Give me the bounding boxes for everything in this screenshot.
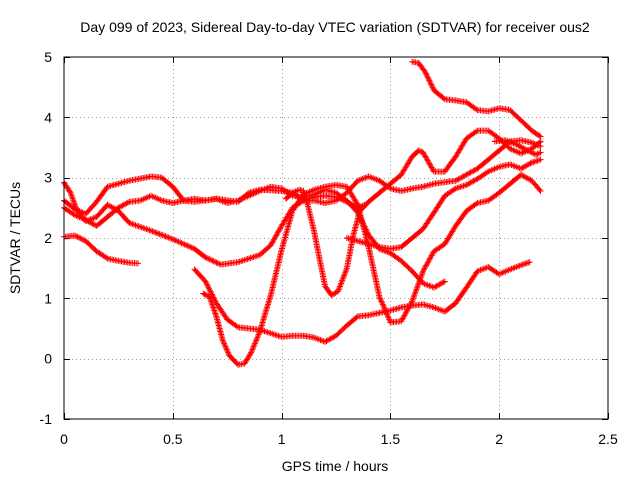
series-markers	[61, 173, 368, 217]
y-tick-label: 2	[44, 230, 52, 246]
chart-title: Day 099 of 2023, Sidereal Day-to-day VTE…	[80, 19, 590, 35]
x-tick-label: 1	[278, 431, 286, 447]
y-tick-label: 5	[44, 49, 52, 65]
series-track-1	[61, 232, 141, 267]
y-tick-label: -1	[40, 411, 53, 427]
series-markers	[200, 171, 544, 368]
y-tick-label: 4	[44, 109, 52, 125]
axis-ticks: 0 0.5 1 1.5 2 2.5 -1 0 1 2 3 4 5	[40, 49, 618, 447]
series-track-3	[61, 173, 368, 217]
series-track-6	[200, 171, 544, 368]
x-tick-label: 0	[60, 431, 68, 447]
y-tick-label: 1	[44, 290, 52, 306]
y-tick-label: 3	[44, 170, 52, 186]
x-tick-label: 0.5	[163, 431, 183, 447]
series-markers	[61, 232, 141, 267]
series-track-7	[283, 127, 544, 299]
series-markers	[409, 58, 544, 140]
x-tick-label: 2	[495, 431, 503, 447]
series-markers	[343, 156, 544, 252]
series-markers	[491, 137, 544, 158]
series-track-10	[491, 137, 544, 158]
grid-lines	[64, 57, 608, 419]
y-tick-label: 0	[44, 351, 52, 367]
series-track-8	[343, 156, 544, 252]
series-markers	[61, 183, 448, 291]
y-axis-label: SDTVAR / TECUs	[7, 182, 23, 294]
plot-frame	[63, 56, 609, 420]
data-series	[61, 58, 544, 368]
x-tick-label: 1.5	[381, 431, 401, 447]
series-markers	[191, 259, 533, 345]
series-track-5	[191, 259, 533, 345]
series-track-4	[61, 183, 448, 291]
x-tick-label: 2.5	[598, 431, 618, 447]
series-track-9	[409, 58, 544, 140]
series-markers	[283, 127, 544, 299]
x-axis-label: GPS time / hours	[282, 458, 389, 474]
